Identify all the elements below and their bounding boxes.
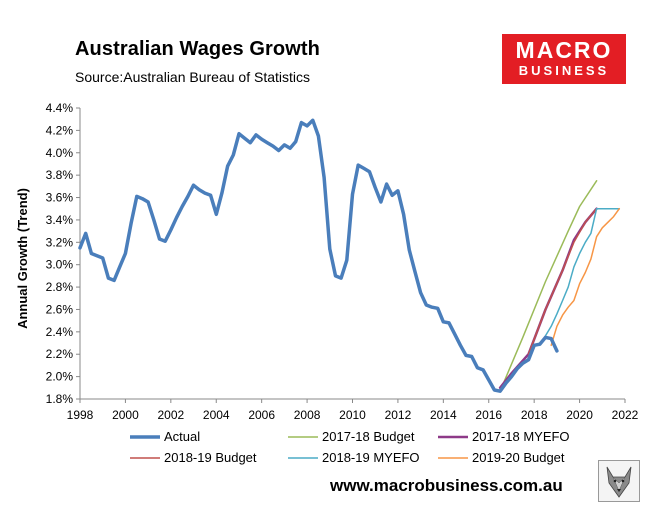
chart-legend: Actual 2017-18 Budget 2017-18 MYEFO 2018-19… [130,429,570,465]
y-axis-label: Annual Growth (Trend) [15,188,30,329]
y-tick-label: 3.8% [46,168,74,182]
x-tick-label: 2004 [203,408,230,422]
macrobusiness-logo: MACRO BUSINESS [502,34,626,84]
legend-label-2018-19-myefo: 2018-19 MYEFO [322,450,420,465]
chart-axes [79,108,625,400]
chart-source: Source:Australian Bureau of Statistics [75,69,311,85]
series-line-actual [78,118,559,393]
x-tick-label: 2002 [157,408,184,422]
series-line-2017-18-myefo [498,207,598,390]
series-line-2017-18-budget [499,180,598,392]
x-tick-label: 2008 [294,408,321,422]
website-url: www.macrobusiness.com.au [330,476,563,495]
series-line-2019-20-budget [550,207,621,347]
legend-label-actual: Actual [164,429,200,444]
y-tick-label: 2.2% [46,347,74,361]
legend-label-2017-18-myefo: 2017-18 MYEFO [472,429,570,444]
x-tick-label: 2020 [566,408,593,422]
y-tick-label: 3.2% [46,235,74,249]
y-tick-label: 3.6% [46,191,74,205]
y-tick-label: 3.0% [46,258,74,272]
x-tick-label: 2006 [248,408,275,422]
logo-line-1: MACRO [515,37,613,63]
chart-ticks: 1.8% 2.0% 2.2% 2.4% 2.6% 2.8% 3.0% 3.2% 3.4% 3.6%… [46,101,639,422]
x-tick-label: 2010 [339,408,366,422]
y-tick-label: 2.4% [46,325,74,339]
wolf-icon [606,466,632,498]
x-tick-label: 2014 [430,408,457,422]
chart-series [78,118,621,393]
legend-label-2019-20-budget: 2019-20 Budget [472,450,565,465]
legend-label-2017-18-budget: 2017-18 Budget [322,429,415,444]
x-tick-label: 2000 [112,408,139,422]
series-line-2018-19-budget [527,207,598,355]
y-tick-label: 2.6% [46,302,74,316]
logo-line-2: BUSINESS [518,63,610,78]
y-tick-label: 1.8% [46,392,74,406]
y-tick-label: 4.4% [46,101,74,115]
y-tick-label: 4.2% [46,123,74,137]
x-tick-label: 2012 [385,408,412,422]
x-tick-label: 2022 [612,408,639,422]
y-tick-label: 2.0% [46,370,74,384]
wolf-logo [598,460,640,502]
y-axis-label-group: Annual Growth (Trend) [15,188,30,329]
series-line-2018-19-myefo [539,207,621,347]
legend-label-2018-19-budget: 2018-19 Budget [164,450,257,465]
y-tick-label: 3.4% [46,213,74,227]
x-tick-label: 2016 [475,408,502,422]
y-tick-label: 2.8% [46,280,74,294]
x-tick-label: 1998 [67,408,94,422]
x-tick-label: 2018 [521,408,548,422]
y-tick-label: 4.0% [46,146,74,160]
chart-title: Australian Wages Growth [75,38,320,60]
